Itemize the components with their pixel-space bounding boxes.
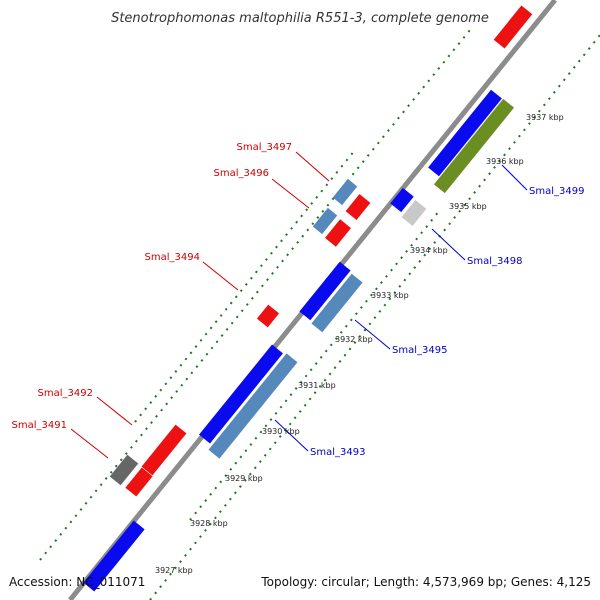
label-leader-line xyxy=(295,151,330,182)
gene-label-smal-3499[interactable]: Smal_3499 xyxy=(529,186,584,197)
gene-block[interactable] xyxy=(141,424,187,476)
label-leader-line xyxy=(501,164,528,191)
kbp-tick-label: 3937 kbp xyxy=(526,113,564,122)
kbp-tick-label: 3934 kbp xyxy=(410,246,448,255)
gc-dots-far-right xyxy=(149,34,600,600)
gene-block[interactable] xyxy=(390,187,414,213)
kbp-tick-label: 3932 kbp xyxy=(335,335,373,344)
gene-label-smal-3493[interactable]: Smal_3493 xyxy=(310,447,365,458)
gene-block[interactable] xyxy=(325,219,351,247)
gene-label-smal-3494[interactable]: Smal_3494 xyxy=(145,252,200,263)
label-leader-line xyxy=(271,178,310,209)
gene-block[interactable] xyxy=(493,5,533,49)
kbp-tick-label: 3936 kbp xyxy=(486,157,524,166)
accession-text: Accession: NC_011071 xyxy=(9,575,146,589)
kbp-tick-label: 3927 kbp xyxy=(155,566,193,575)
gene-block[interactable] xyxy=(311,273,363,333)
kbp-tick-label: 3935 kbp xyxy=(449,202,487,211)
label-leader-line xyxy=(202,261,239,291)
gene-block[interactable] xyxy=(433,98,515,194)
label-leaders xyxy=(70,151,528,459)
gene-block[interactable] xyxy=(199,344,283,444)
genome-title: Stenotrophomonas maltophilia R551-3, com… xyxy=(111,11,489,26)
label-leader-line xyxy=(274,419,309,452)
label-leader-line xyxy=(70,428,109,459)
genome-summary-text: Topology: circular; Length: 4,573,969 bp… xyxy=(261,575,591,589)
gene-block[interactable] xyxy=(428,89,502,177)
gene-label-smal-3497[interactable]: Smal_3497 xyxy=(237,142,292,153)
gene-label-smal-3492[interactable]: Smal_3492 xyxy=(38,388,93,399)
gene-block[interactable] xyxy=(208,353,298,459)
kbp-tick-label: 3933 kbp xyxy=(371,291,409,300)
kbp-tick-label: 3931 kbp xyxy=(298,381,336,390)
gene-label-smal-3495[interactable]: Smal_3495 xyxy=(392,345,447,356)
gene-label-smal-3498[interactable]: Smal_3498 xyxy=(467,256,522,267)
gene-label-smal-3496[interactable]: Smal_3496 xyxy=(214,168,269,179)
gene-block[interactable] xyxy=(83,520,145,592)
gene-block[interactable] xyxy=(109,454,139,486)
gene-block[interactable] xyxy=(125,467,153,497)
label-leader-line xyxy=(431,228,466,261)
gene-block[interactable] xyxy=(401,200,427,226)
gene-block[interactable] xyxy=(299,261,351,321)
gene-block[interactable] xyxy=(345,194,371,220)
label-leader-line xyxy=(96,396,133,426)
gc-dots-outer xyxy=(39,29,471,561)
gene-block[interactable] xyxy=(332,178,358,206)
gene-label-smal-3491[interactable]: Smal_3491 xyxy=(12,420,67,431)
kbp-tick-label: 3929 kbp xyxy=(225,474,263,483)
kbp-tick-label: 3930 kbp xyxy=(262,427,300,436)
gene-block[interactable] xyxy=(312,207,338,235)
label-leader-line xyxy=(354,319,391,350)
gene-features xyxy=(83,5,533,592)
gene-block[interactable] xyxy=(256,304,280,328)
kbp-tick-label: 3928 kbp xyxy=(190,519,228,528)
